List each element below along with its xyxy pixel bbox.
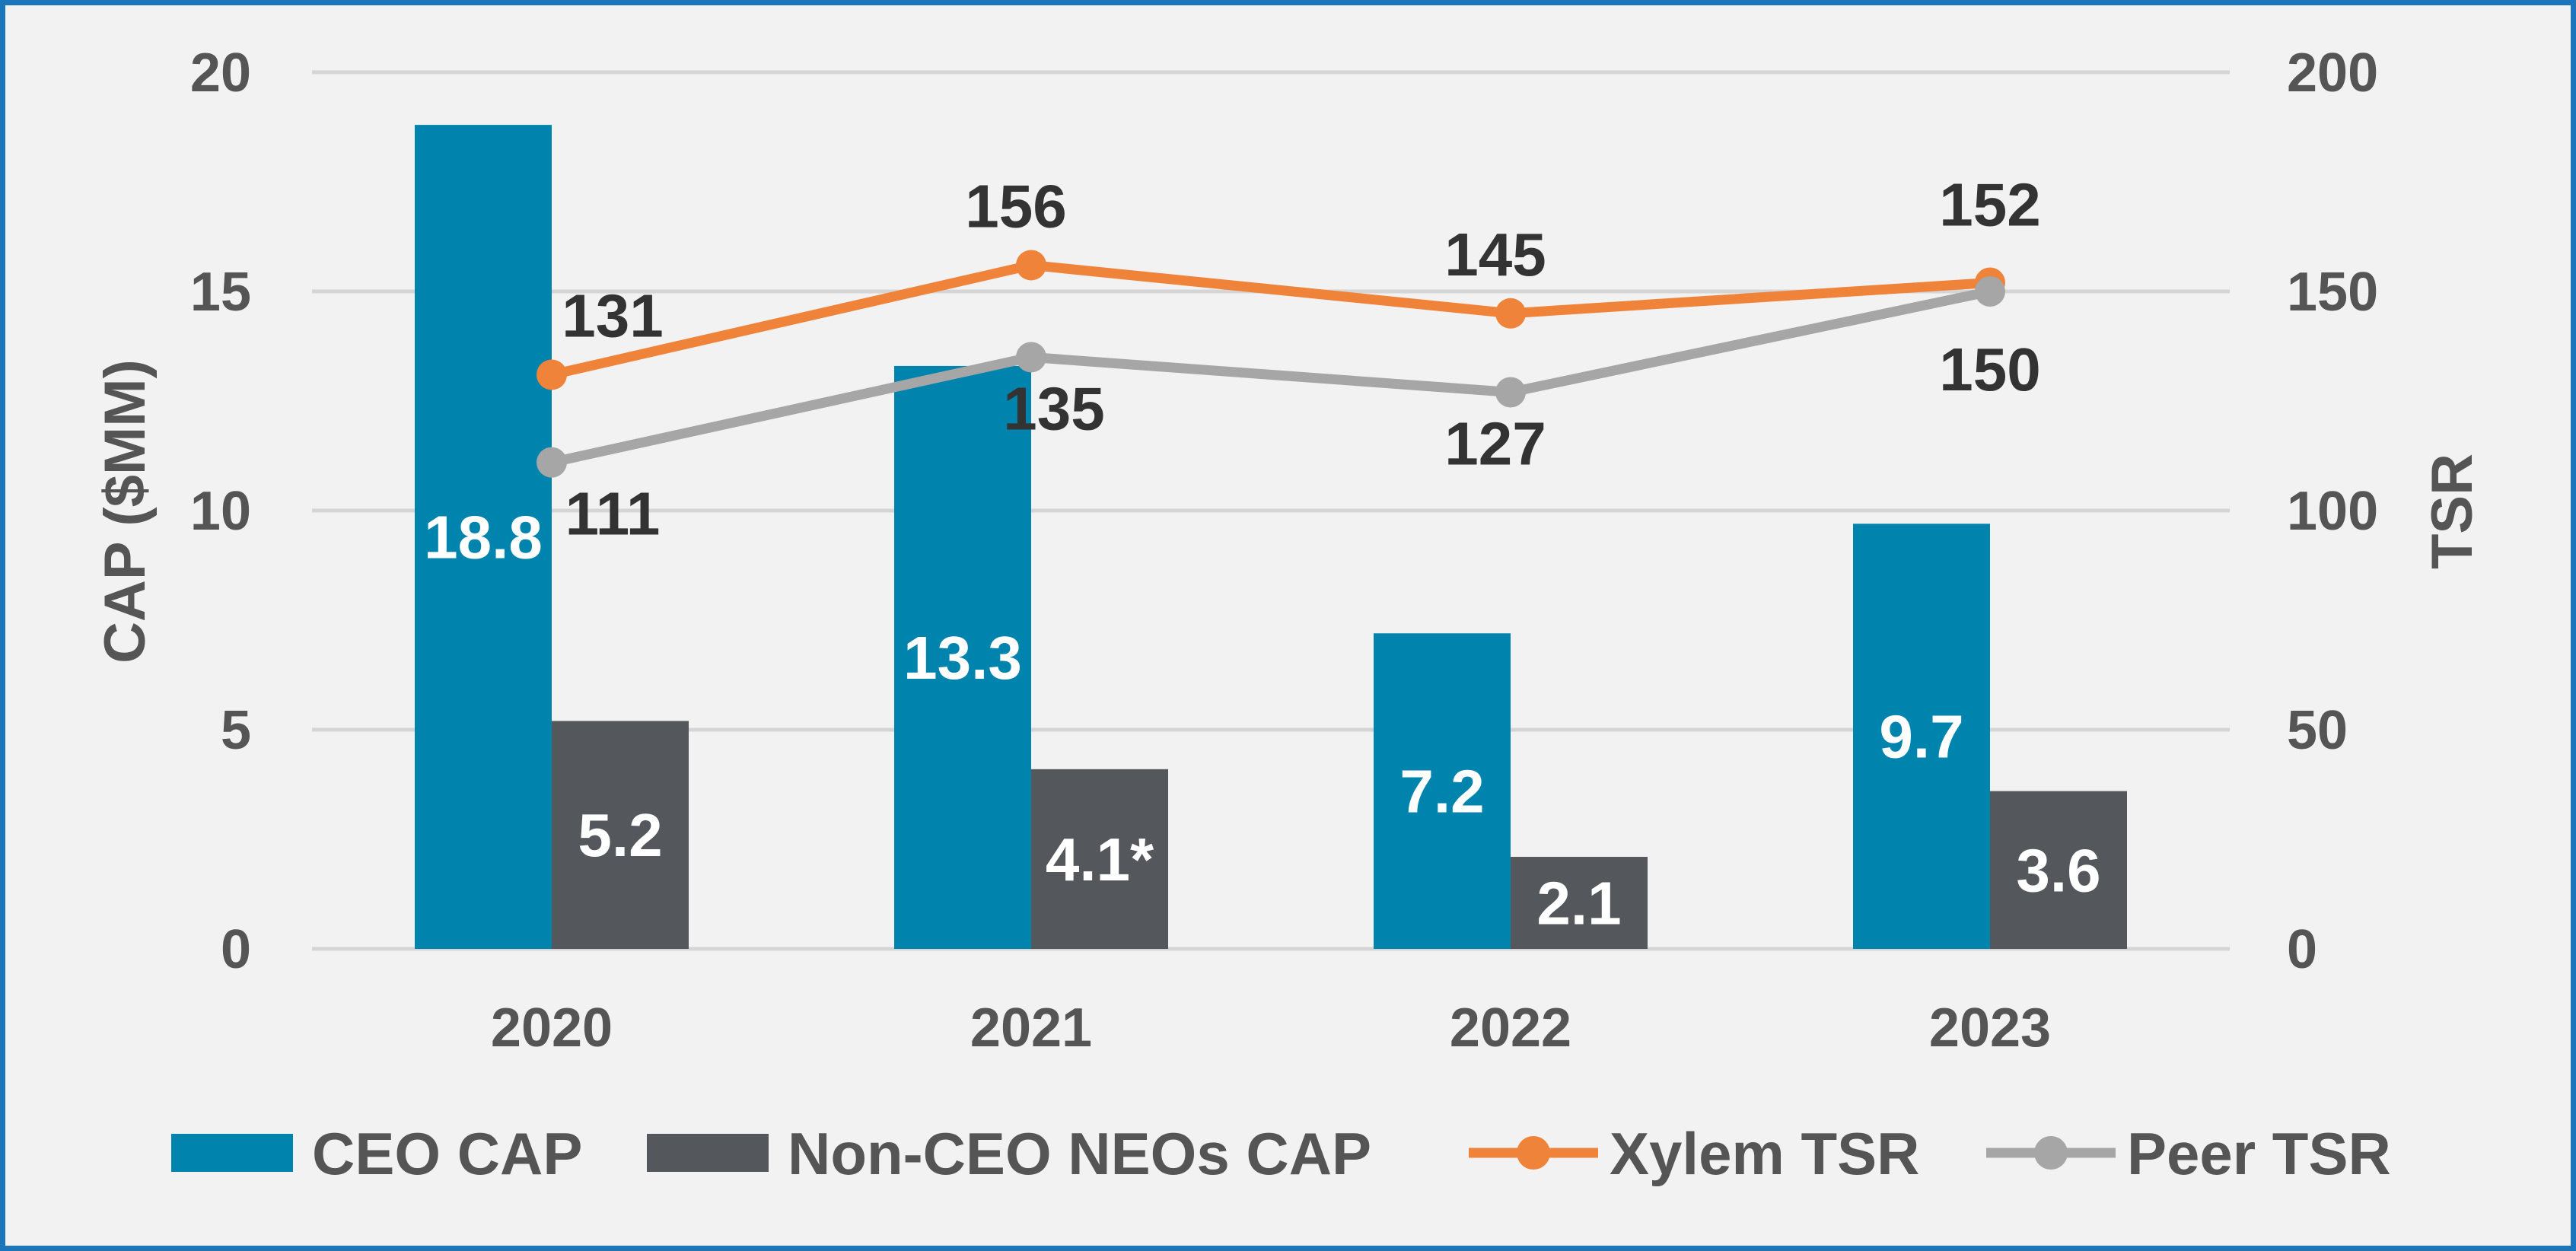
x-tick-label: 2022 — [1450, 998, 1571, 1058]
ceo-cap-bar — [894, 365, 1031, 949]
peer-tsr-point — [537, 447, 567, 478]
bar-data-label: 7.2 — [1399, 758, 1484, 826]
legend-item: Peer TSR — [1986, 1120, 2391, 1187]
lines — [537, 250, 2005, 478]
xylem-tsr-point — [537, 359, 567, 390]
x-tick-label: 2023 — [1929, 998, 2051, 1058]
legend-item: Non-CEO NEOs CAP — [647, 1120, 1371, 1187]
xylem-tsr-line — [550, 259, 1991, 380]
x-tick-label: 2020 — [491, 998, 613, 1058]
xylem-tsr-label: 145 — [1444, 221, 1546, 288]
bar-data-label: 18.8 — [424, 504, 543, 571]
legend-label: CEO CAP — [312, 1120, 582, 1187]
peer-tsr-label: 127 — [1444, 409, 1546, 477]
bar-data-label: 13.3 — [903, 624, 1022, 692]
xylem-tsr-point — [1016, 250, 1046, 281]
xylem-tsr-label: 152 — [1939, 170, 2040, 238]
bar-data-label: 3.6 — [2016, 836, 2100, 904]
legend-label: Non-CEO NEOs CAP — [788, 1120, 1371, 1187]
legend-swatch — [171, 1134, 293, 1172]
y-axis-title-left: CAP ($MM) — [93, 359, 158, 664]
y-tick-label-right: 150 — [2287, 262, 2378, 323]
y-tick-label-left: 5 — [221, 700, 251, 761]
data-labels: 18.8 13.3 7.2 9.7 5.2 4.1* 2.1 3.6 131 156 145 152 1… — [424, 170, 2100, 937]
y-axis-title-right: TSR — [2420, 454, 2485, 569]
ceo-cap-bar — [1853, 524, 1990, 949]
legend: CEO CAP Non-CEO NEOs CAP Xylem TSR Peer TSR — [171, 1120, 2391, 1187]
y-tick-label-left: 10 — [190, 481, 251, 542]
legend-swatch — [647, 1134, 769, 1172]
ceo-cap-bar — [415, 125, 552, 949]
xylem-tsr-point — [1495, 298, 1526, 329]
ceo-cap-bar — [1374, 633, 1511, 949]
y-tick-label-left: 0 — [221, 919, 251, 980]
peer-tsr-label: 150 — [1939, 336, 2040, 403]
bars — [415, 125, 2127, 949]
xylem-tsr-label: 156 — [965, 172, 1066, 240]
y-tick-label-right: 100 — [2287, 481, 2378, 542]
non-ceo-cap-bar — [552, 721, 689, 949]
bar-data-label: 5.2 — [578, 801, 662, 869]
bar-data-label: 9.7 — [1879, 703, 1963, 771]
peer-tsr-point — [1495, 377, 1526, 408]
peer-tsr-label: 111 — [565, 480, 661, 548]
peer-tsr-label: 135 — [1003, 374, 1104, 442]
peer-tsr-point — [1016, 342, 1046, 373]
y-tick-label-right: 50 — [2287, 700, 2348, 761]
legend-label: Peer TSR — [2127, 1120, 2391, 1187]
y-tick-label-right: 200 — [2287, 43, 2378, 103]
bar-data-label: 2.1 — [1536, 870, 1621, 937]
y-tick-label-right: 0 — [2287, 919, 2317, 980]
y-tick-label-left: 20 — [190, 43, 251, 103]
non-ceo-cap-bar — [1990, 791, 2127, 949]
non-ceo-cap-bar — [1511, 857, 1648, 949]
xylem-tsr-label: 131 — [562, 282, 663, 349]
peer-tsr-point — [1975, 276, 2005, 307]
legend-item: CEO CAP — [171, 1120, 582, 1187]
y-tick-label-left: 15 — [190, 262, 251, 323]
peer-tsr-line — [550, 286, 1992, 467]
legend-marker — [2034, 1136, 2068, 1170]
x-tick-label: 2021 — [970, 998, 1092, 1058]
legend-item: Xylem TSR — [1469, 1120, 1919, 1187]
bar-data-label: 4.1* — [1046, 826, 1154, 893]
legend-label: Xylem TSR — [1610, 1120, 1919, 1187]
non-ceo-cap-bar — [1031, 769, 1168, 949]
legend-marker — [1517, 1136, 1550, 1170]
